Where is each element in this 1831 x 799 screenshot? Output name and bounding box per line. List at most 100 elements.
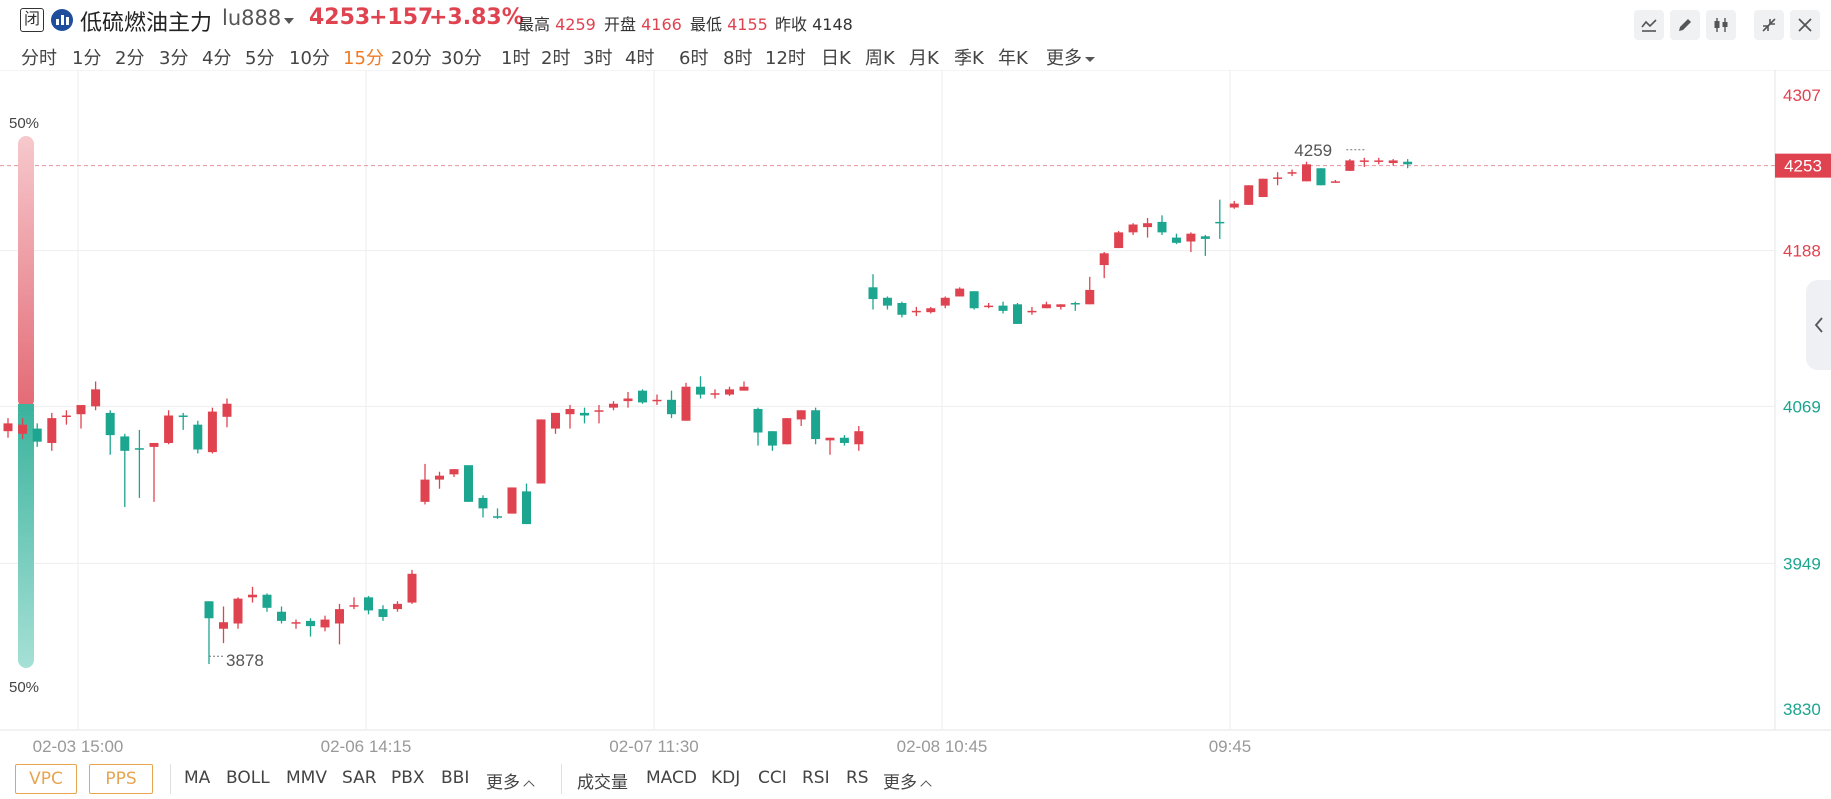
x-tick-label: 02-07 11:30 xyxy=(609,737,698,756)
indicator-ma[interactable]: MA xyxy=(184,768,211,788)
candle-body xyxy=(767,431,777,446)
market-status-badge: 闭 xyxy=(20,8,44,32)
period-tab[interactable]: 12时 xyxy=(765,48,806,69)
candle-body xyxy=(1056,304,1066,307)
line-style-button[interactable] xyxy=(1634,10,1664,40)
close-button[interactable] xyxy=(1790,10,1820,40)
candle-body xyxy=(825,437,835,441)
candle-body xyxy=(667,399,676,415)
side-panel-toggle[interactable] xyxy=(1806,280,1831,370)
period-tab[interactable]: 4分 xyxy=(202,48,232,69)
period-tab[interactable]: 分时 xyxy=(21,48,57,69)
period-tab[interactable]: 15分 xyxy=(343,48,384,69)
stat-label: 昨收 xyxy=(775,15,808,34)
indicator-cci[interactable]: CCI xyxy=(758,768,787,788)
period-tab[interactable]: 日K xyxy=(821,48,851,69)
indicator-sar[interactable]: SAR xyxy=(342,768,377,788)
symbol-code[interactable]: lu888 xyxy=(222,6,282,30)
period-tab[interactable]: 更多 xyxy=(1046,44,1095,70)
indicator-macd[interactable]: MACD xyxy=(646,768,697,788)
stat-value: 4148 xyxy=(812,15,853,34)
candle-body xyxy=(248,594,257,598)
period-tab[interactable]: 10分 xyxy=(289,48,330,69)
candle-body xyxy=(955,288,965,297)
indicator-vpc-button[interactable]: VPC xyxy=(15,764,77,794)
candle-body xyxy=(207,411,217,453)
indicator-main-more[interactable]: 更多 xyxy=(486,768,535,793)
period-tab[interactable]: 2时 xyxy=(541,48,571,69)
indicator-bbi[interactable]: BBI xyxy=(441,768,470,788)
candle-body xyxy=(393,603,402,610)
candle-body xyxy=(854,431,864,445)
chevron-down-icon[interactable] xyxy=(284,18,294,24)
candle-body xyxy=(134,448,144,450)
candle-body xyxy=(782,418,792,445)
candle-body xyxy=(1143,223,1153,228)
candle-body xyxy=(638,390,647,403)
period-tab[interactable]: 4时 xyxy=(625,48,655,69)
last-price-tag-label: 4253 xyxy=(1784,157,1822,176)
indicator-boll[interactable]: BOLL xyxy=(226,768,270,788)
symbol-name[interactable]: 低硫燃油主力 xyxy=(80,11,213,36)
indicator-rs[interactable]: RS xyxy=(846,768,869,788)
indicator-rsi[interactable]: RSI xyxy=(802,768,830,788)
period-tab[interactable]: 年K xyxy=(998,48,1028,69)
candle-body xyxy=(1229,203,1239,208)
candle-body xyxy=(1186,233,1196,242)
candle-body xyxy=(1128,224,1138,233)
vpc-bottom-label: 50% xyxy=(9,679,39,696)
indicator-kdj[interactable]: KDJ xyxy=(711,768,741,788)
candle-body xyxy=(551,412,560,429)
period-tab[interactable]: 20分 xyxy=(391,48,432,69)
candle-body xyxy=(364,597,373,611)
candle-body xyxy=(262,594,272,608)
candle-body xyxy=(76,405,86,415)
candle-body xyxy=(522,491,531,525)
draw-tool-button[interactable] xyxy=(1670,10,1700,40)
period-tab[interactable]: 8时 xyxy=(723,48,753,69)
collapse-button[interactable] xyxy=(1754,10,1784,40)
candle-body xyxy=(696,386,705,395)
candle-body xyxy=(911,310,921,313)
period-tab[interactable]: 月K xyxy=(909,48,939,69)
period-tab[interactable]: 3时 xyxy=(583,48,613,69)
period-tab[interactable]: 2分 xyxy=(115,48,145,69)
last-price: 4253 xyxy=(309,5,371,30)
stat-label: 最高 xyxy=(518,15,551,34)
more-label: 更多 xyxy=(883,773,917,793)
period-tab[interactable]: 1时 xyxy=(501,48,531,69)
period-tab[interactable]: 周K xyxy=(865,48,895,69)
y-tick-label: 4188 xyxy=(1783,242,1821,261)
candlestick-chart[interactable]: 4307 4188 4069 3949 3830 02-03 15:00 02-06 14:… xyxy=(0,70,1831,760)
candle-body xyxy=(435,475,444,480)
period-tab[interactable]: 30分 xyxy=(441,48,482,69)
candle-body xyxy=(91,389,101,407)
x-tick-label: 02-03 15:00 xyxy=(33,737,124,756)
period-tab[interactable]: 季K xyxy=(954,48,984,69)
indicator-pbx[interactable]: PBX xyxy=(391,768,425,788)
candle-body xyxy=(420,479,430,502)
indicator-mmv[interactable]: MMV xyxy=(286,768,327,788)
candle-body xyxy=(1070,303,1080,305)
chart-type-button[interactable] xyxy=(1706,10,1736,40)
period-tab[interactable]: 3分 xyxy=(159,48,189,69)
stat-low: 最低 4155 xyxy=(690,11,768,35)
candle-body xyxy=(105,412,115,436)
candle-body xyxy=(739,386,749,391)
candle-body xyxy=(277,611,286,621)
period-tab[interactable]: 5分 xyxy=(245,48,275,69)
indicator-pps-button[interactable]: PPS xyxy=(89,764,153,794)
candle-body xyxy=(1287,172,1297,174)
quote-header: 闭 低硫燃油主力 lu888 4253 +157 +3.83% 最高 4259 … xyxy=(0,0,1831,40)
period-tab[interactable]: 6时 xyxy=(679,48,709,69)
pencil-icon xyxy=(1679,19,1691,31)
candle-body xyxy=(839,437,849,443)
indicator-sub-more[interactable]: 更多 xyxy=(883,768,932,793)
indicator-volume[interactable]: 成交量 xyxy=(577,773,628,793)
candle-body xyxy=(120,436,130,451)
candle-body xyxy=(193,424,203,450)
candle-body xyxy=(378,609,388,617)
period-tab[interactable]: 1分 xyxy=(72,48,102,69)
candle-body xyxy=(753,408,763,433)
